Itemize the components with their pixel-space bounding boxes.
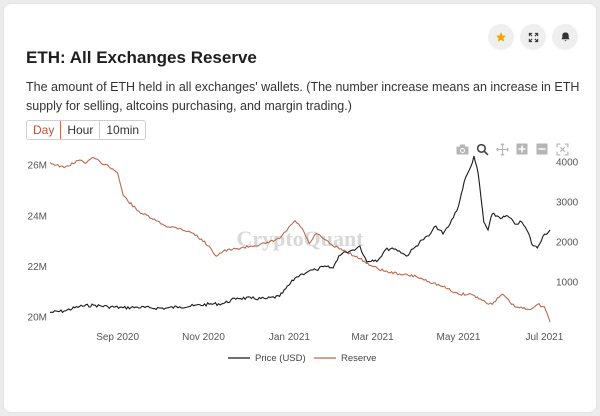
y-left-tick-label: 22M: [28, 262, 47, 273]
zoom-out-icon[interactable]: [534, 141, 550, 157]
chart-card: ETH: All Exchanges Reserve The amount of…: [3, 3, 597, 413]
tab-hour[interactable]: Hour: [61, 121, 101, 139]
y-left-tick-label: 26M: [28, 161, 47, 172]
y-left-tick-label: 20M: [28, 312, 47, 323]
price-series-line: [49, 155, 551, 314]
autoscale-icon[interactable]: [554, 141, 570, 157]
expand-icon[interactable]: [520, 24, 546, 50]
x-tick-label: Jan 2021: [269, 332, 311, 343]
y-left-tick-label: 24M: [28, 211, 47, 222]
pan-icon[interactable]: [494, 141, 510, 157]
chart-modebar: [454, 141, 570, 157]
page-title: ETH: All Exchanges Reserve: [26, 48, 257, 67]
x-tick-label: Jul 2021: [525, 332, 563, 343]
y-right-tick-label: 3000: [556, 198, 579, 209]
interval-tabs: Day Hour 10min: [26, 120, 147, 140]
camera-icon[interactable]: [454, 141, 470, 157]
legend: Price (USD) Reserve: [228, 353, 376, 364]
bell-icon[interactable]: [552, 24, 578, 50]
tab-day[interactable]: Day: [27, 121, 62, 139]
legend-reserve-label: Reserve: [341, 353, 376, 364]
y-right-tick-label: 2000: [556, 238, 579, 249]
x-tick-label: Nov 2020: [182, 332, 225, 343]
tab-10min[interactable]: 10min: [100, 121, 146, 139]
zoom-icon[interactable]: [474, 141, 490, 157]
card-actions: [488, 24, 578, 50]
y-right-tick-label: 4000: [556, 158, 579, 169]
x-tick-label: Mar 2021: [351, 332, 394, 343]
zoom-in-icon[interactable]: [514, 141, 530, 157]
x-tick-label: Sep 2020: [96, 332, 139, 343]
star-icon[interactable]: [488, 24, 514, 50]
chart-description: The amount of ETH held in all exchanges'…: [26, 80, 580, 113]
watermark: CryptoQuant: [236, 226, 364, 251]
y-right-tick-label: 1000: [556, 278, 579, 289]
x-tick-label: May 2021: [436, 332, 480, 343]
reserve-series-line: [49, 157, 551, 323]
legend-price-label: Price (USD): [255, 353, 306, 364]
